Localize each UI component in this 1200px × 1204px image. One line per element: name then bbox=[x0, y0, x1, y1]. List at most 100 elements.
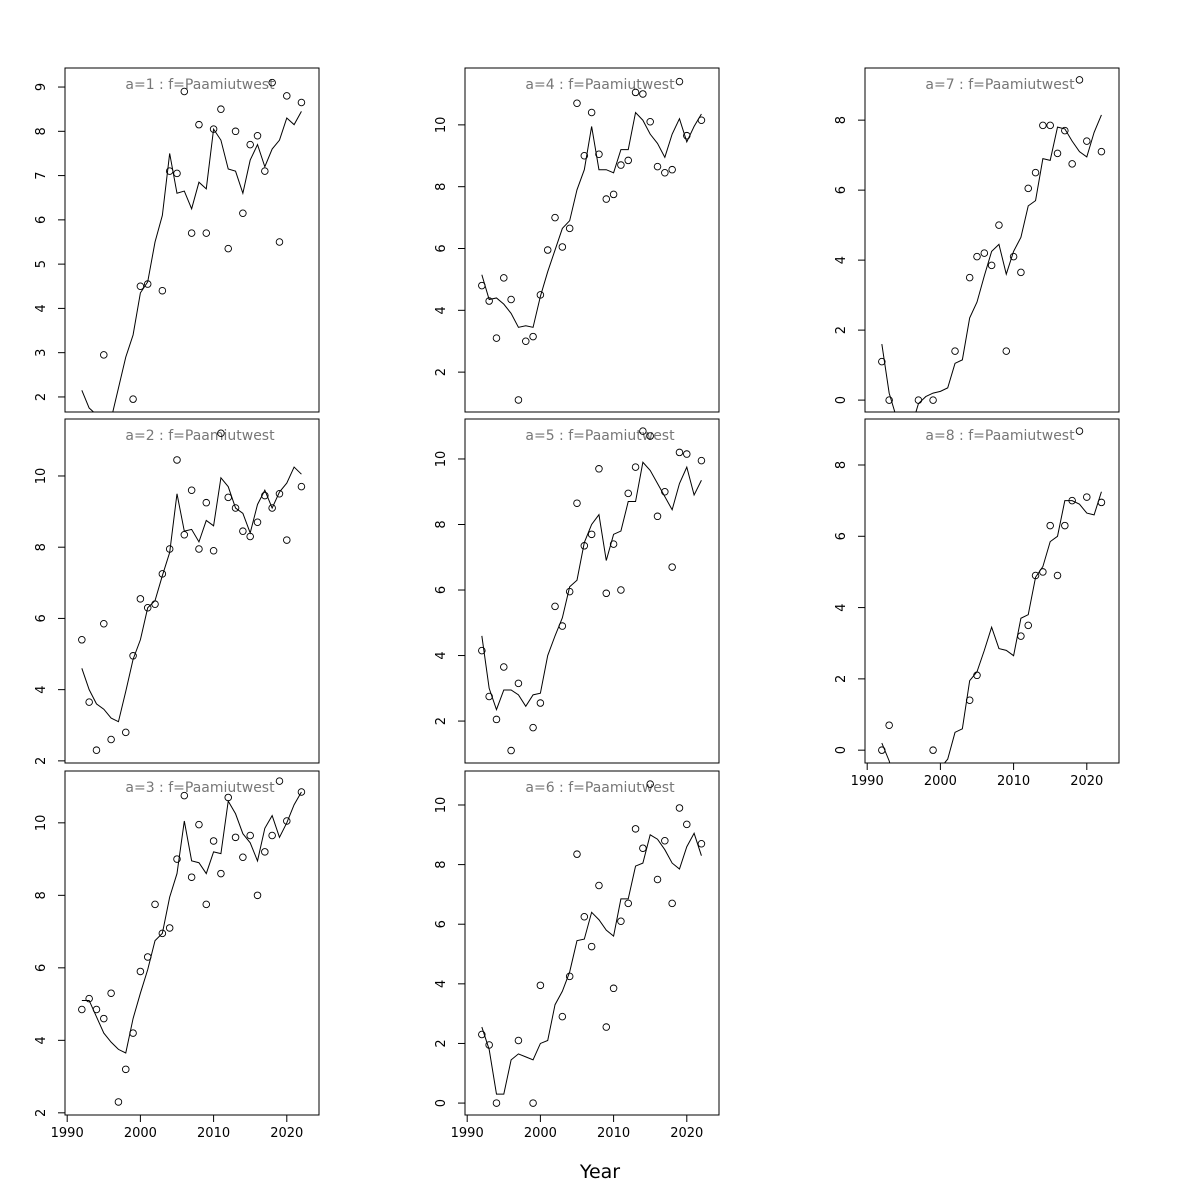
y-tick-label: 4 bbox=[434, 306, 449, 314]
data-point bbox=[173, 855, 181, 863]
data-point bbox=[624, 489, 632, 498]
data-point bbox=[78, 636, 86, 644]
data-point bbox=[268, 504, 276, 512]
x-tick-label: 2010 bbox=[197, 1126, 230, 1141]
x-tick-label: 2000 bbox=[124, 1126, 157, 1141]
data-point bbox=[283, 92, 291, 100]
data-point bbox=[202, 229, 211, 237]
data-point bbox=[268, 78, 276, 87]
x-tick-label: 2020 bbox=[670, 1126, 703, 1141]
panel-title: a=2 : f=Paamiutwest bbox=[125, 428, 275, 444]
data-point bbox=[683, 820, 691, 829]
y-tick-label: 4 bbox=[34, 304, 49, 312]
data-point bbox=[239, 853, 247, 862]
data-point bbox=[1083, 493, 1091, 501]
data-point bbox=[697, 839, 706, 848]
data-point bbox=[646, 432, 654, 440]
data-point bbox=[158, 286, 167, 295]
data-point bbox=[136, 282, 145, 291]
x-tick-label: 2000 bbox=[524, 1126, 557, 1141]
x-tick-label: 2010 bbox=[597, 1126, 630, 1141]
data-point bbox=[617, 917, 625, 925]
data-point bbox=[529, 332, 537, 341]
data-point bbox=[158, 929, 167, 938]
data-point bbox=[522, 337, 530, 345]
data-point bbox=[951, 347, 959, 355]
fitted-line bbox=[81, 111, 302, 412]
data-point bbox=[1009, 252, 1018, 261]
y-tick-label: 10 bbox=[434, 117, 449, 134]
data-point bbox=[297, 98, 306, 107]
data-point bbox=[639, 90, 647, 98]
data-point bbox=[1017, 632, 1025, 640]
data-point bbox=[587, 108, 596, 117]
data-point bbox=[261, 167, 269, 175]
data-point bbox=[217, 869, 225, 878]
data-point bbox=[1083, 137, 1091, 145]
y-tick-label: 6 bbox=[434, 244, 449, 252]
y-tick-label: 6 bbox=[434, 920, 449, 928]
data-point bbox=[631, 825, 640, 833]
plot-area bbox=[478, 780, 706, 1107]
plot-area bbox=[78, 777, 306, 1106]
data-point bbox=[1024, 621, 1032, 630]
data-point bbox=[253, 518, 262, 527]
data-point bbox=[543, 246, 552, 254]
data-point bbox=[514, 396, 523, 404]
plot-frame bbox=[64, 770, 320, 1116]
data-point bbox=[631, 88, 640, 97]
y-tick-label: 8 bbox=[434, 183, 449, 191]
data-point bbox=[165, 924, 174, 932]
data-point bbox=[602, 1023, 611, 1031]
data-point bbox=[507, 295, 515, 304]
y-tick-label: 6 bbox=[434, 586, 449, 594]
data-point bbox=[246, 831, 254, 840]
data-point bbox=[275, 238, 284, 246]
data-point bbox=[631, 463, 640, 471]
data-point bbox=[85, 994, 93, 1003]
panel-title: a=5 : f=Paamiutwest bbox=[525, 428, 675, 444]
data-point bbox=[1046, 521, 1054, 530]
data-point bbox=[85, 698, 93, 706]
data-point bbox=[675, 77, 684, 86]
data-point bbox=[1097, 147, 1106, 156]
data-point bbox=[609, 540, 618, 548]
data-point bbox=[514, 679, 523, 688]
y-tick-label: 2 bbox=[34, 393, 49, 401]
y-tick-label: 10 bbox=[34, 815, 49, 832]
data-point bbox=[283, 536, 291, 544]
data-point bbox=[217, 429, 225, 437]
data-point bbox=[1002, 347, 1011, 355]
data-point bbox=[143, 603, 152, 612]
y-tick-label: 8 bbox=[434, 860, 449, 868]
fitted-line bbox=[81, 791, 302, 1054]
data-point bbox=[202, 900, 211, 909]
data-point bbox=[1075, 76, 1084, 84]
data-point bbox=[675, 448, 684, 457]
data-point bbox=[683, 450, 691, 458]
panel: a=4 : f=Paamiutwest 2 4 6 8 10 bbox=[434, 67, 720, 413]
data-point bbox=[602, 589, 611, 598]
data-point bbox=[107, 735, 115, 744]
y-tick-label: 8 bbox=[34, 127, 49, 135]
data-point bbox=[239, 209, 247, 217]
y-tick-label: 0 bbox=[434, 1099, 449, 1107]
data-point bbox=[624, 899, 632, 908]
y-tick-label: 2 bbox=[434, 368, 449, 376]
data-point bbox=[1039, 121, 1047, 130]
y-tick-label: 4 bbox=[434, 980, 449, 988]
panel: a=3 : f=Paamiutwest 2 4 6 8 10 1990 2000 2010 202… bbox=[34, 770, 320, 1141]
data-point bbox=[195, 820, 203, 829]
data-point bbox=[697, 456, 706, 465]
data-point bbox=[100, 351, 108, 359]
panel: a=2 : f=Paamiutwest 2 4 6 8 10 bbox=[34, 418, 320, 765]
data-point bbox=[929, 396, 937, 404]
data-point bbox=[995, 221, 1003, 229]
x-tick-label: 2010 bbox=[997, 774, 1030, 789]
data-point bbox=[573, 99, 581, 107]
data-point bbox=[173, 169, 181, 178]
panel: a=7 : f=Paamiutwest 0 2 4 6 8 bbox=[834, 67, 1120, 413]
data-point bbox=[136, 595, 145, 603]
data-point bbox=[587, 530, 596, 539]
